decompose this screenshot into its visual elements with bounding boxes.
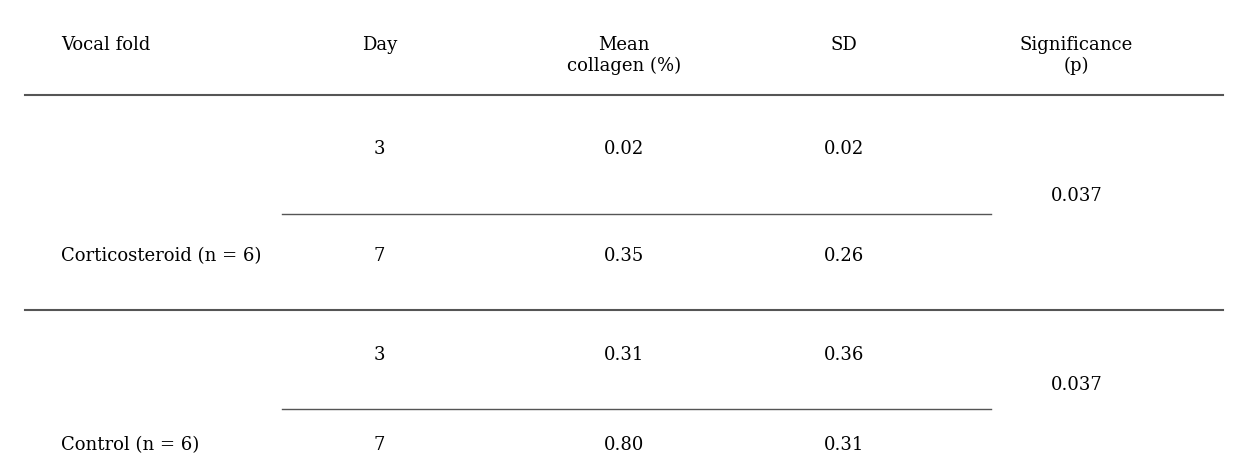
Text: Vocal fold: Vocal fold	[61, 36, 151, 54]
Text: 7: 7	[373, 437, 386, 454]
Text: 0.36: 0.36	[824, 347, 865, 364]
Text: Significance
(p): Significance (p)	[1020, 36, 1133, 75]
Text: 0.35: 0.35	[604, 247, 644, 265]
Text: 0.02: 0.02	[604, 140, 644, 157]
Text: 0.31: 0.31	[824, 437, 865, 454]
Text: 0.26: 0.26	[824, 247, 865, 265]
Text: Day: Day	[362, 36, 397, 54]
Text: SD: SD	[831, 36, 857, 54]
Text: 3: 3	[373, 347, 386, 364]
Text: Mean
collagen (%): Mean collagen (%)	[567, 36, 681, 75]
Text: 0.037: 0.037	[1051, 375, 1102, 394]
Text: 0.037: 0.037	[1051, 187, 1102, 205]
Text: 0.31: 0.31	[604, 347, 644, 364]
Text: 0.80: 0.80	[604, 437, 644, 454]
Text: 3: 3	[373, 140, 386, 157]
Text: Control (n = 6): Control (n = 6)	[61, 437, 200, 454]
Text: Corticosteroid (n = 6): Corticosteroid (n = 6)	[61, 247, 262, 265]
Text: 7: 7	[373, 247, 386, 265]
Text: 0.02: 0.02	[824, 140, 865, 157]
